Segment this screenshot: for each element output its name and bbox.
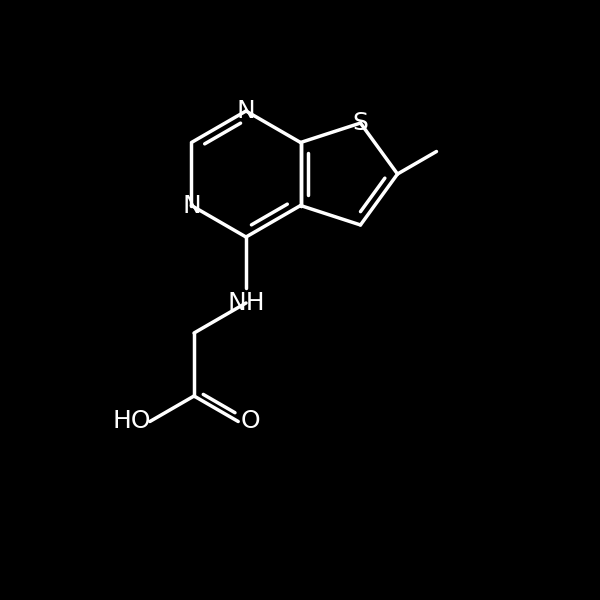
Text: HO: HO <box>113 409 151 433</box>
Text: N: N <box>182 193 201 218</box>
Text: S: S <box>353 111 368 135</box>
Text: NH: NH <box>227 291 265 315</box>
Text: N: N <box>236 99 256 123</box>
Text: O: O <box>241 409 260 433</box>
